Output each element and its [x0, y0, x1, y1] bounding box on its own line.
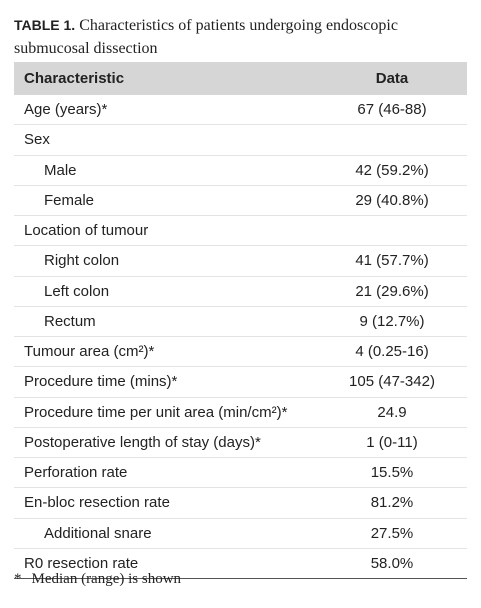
footnote-mark: *	[14, 571, 22, 587]
row-value: 42 (59.2%)	[317, 155, 467, 186]
row-label: R0 resection rate	[14, 548, 317, 580]
row-label: Sex	[14, 124, 317, 156]
row-label: Tumour area (cm²)*	[14, 336, 317, 368]
row-value: 1 (0-11)	[317, 427, 467, 459]
row-label: Additional snare	[14, 518, 317, 549]
table-row: Female 29 (40.8%)	[14, 185, 467, 217]
table-caption: TABLE 1. Characteristics of patients unde…	[14, 14, 469, 60]
row-label: Procedure time per unit area (min/cm²)*	[14, 397, 317, 428]
caption-label: TABLE 1.	[14, 17, 76, 33]
row-value: 67 (46-88)	[317, 95, 467, 126]
row-value	[317, 124, 467, 156]
row-label: Postoperative length of stay (days)*	[14, 427, 317, 459]
table-row: Male 42 (59.2%)	[14, 155, 467, 186]
header-cell: Data	[317, 62, 467, 95]
table-row: Left colon 21 (29.6%)	[14, 276, 467, 307]
table-row: Additional snare 27.5%	[14, 518, 467, 549]
row-value: 24.9	[317, 397, 467, 428]
table-row: Procedure time per unit area (min/cm²)* 2…	[14, 397, 467, 428]
row-label: Age (years)*	[14, 95, 317, 126]
row-value: 15.5%	[317, 457, 467, 489]
table-row: Perforation rate 15.5%	[14, 457, 467, 489]
table-row: Procedure time (mins)* 105 (47-342)	[14, 366, 467, 398]
row-value: 41 (57.7%)	[317, 245, 467, 277]
caption-text: Characteristics of patients undergoing e…	[14, 17, 398, 57]
table-row: En-bloc resection rate 81.2%	[14, 487, 467, 519]
table-row: Rectum 9 (12.7%)	[14, 306, 467, 338]
row-value: 9 (12.7%)	[317, 306, 467, 338]
row-value: 81.2%	[317, 487, 467, 519]
row-value: 27.5%	[317, 518, 467, 549]
table-row: R0 resection rate 58.0%	[14, 548, 467, 580]
footnote-text: Median (range) is shown	[31, 571, 182, 587]
table: Characteristic Data Age (years)* 67 (46-88…	[14, 62, 467, 580]
row-label: Right colon	[14, 245, 317, 277]
row-label: En-bloc resection rate	[14, 487, 317, 519]
row-value: 105 (47-342)	[317, 366, 467, 398]
footnote: * Median (range) is shown	[14, 571, 181, 588]
row-value: 58.0%	[317, 548, 467, 580]
row-label: Male	[14, 155, 317, 186]
row-label: Location of tumour	[14, 215, 317, 247]
row-label: Perforation rate	[14, 457, 317, 489]
table-row: Right colon 41 (57.7%)	[14, 245, 467, 277]
row-label: Left colon	[14, 276, 317, 307]
table-row: Age (years)* 67 (46-88)	[14, 95, 467, 126]
table-row: Location of tumour	[14, 215, 467, 247]
row-value: 29 (40.8%)	[317, 185, 467, 217]
table-row: Sex	[14, 124, 467, 156]
row-label: Rectum	[14, 306, 317, 338]
row-value	[317, 215, 467, 247]
header-row: Characteristic Data	[14, 62, 467, 95]
row-value: 21 (29.6%)	[317, 276, 467, 307]
header-cell: Characteristic	[14, 62, 317, 95]
row-label: Procedure time (mins)*	[14, 366, 317, 398]
table-row: Postoperative length of stay (days)* 1 (0…	[14, 427, 467, 459]
row-value: 4 (0.25-16)	[317, 336, 467, 368]
table-row: Tumour area (cm²)* 4 (0.25-16)	[14, 336, 467, 368]
row-label: Female	[14, 185, 317, 217]
